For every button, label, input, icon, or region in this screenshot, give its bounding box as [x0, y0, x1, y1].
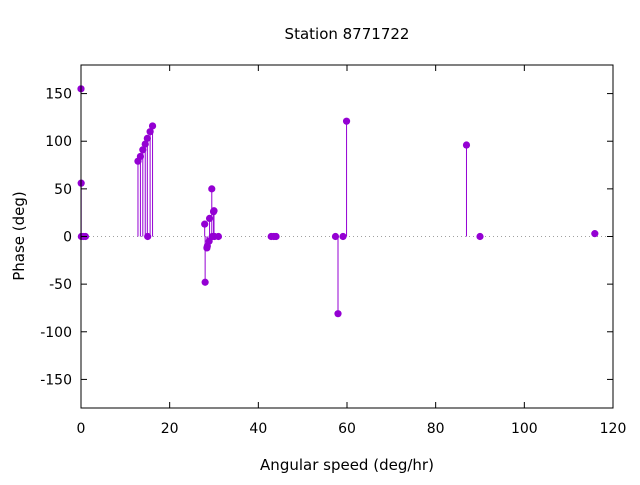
y-tick-label: 0	[63, 230, 72, 246]
data-point	[136, 152, 145, 161]
x-tick-label: 20	[161, 421, 179, 437]
y-tick-label: -50	[49, 277, 72, 293]
y-tick-label: -150	[40, 372, 72, 388]
axes: 0 20 40 60 80 100 120 -150 -100 -50 0 50 100 150	[40, 65, 626, 437]
data-point	[272, 232, 280, 241]
data-point	[331, 232, 340, 241]
data-point	[201, 278, 209, 286]
data-point	[334, 310, 342, 318]
y-tick-label: 100	[45, 134, 72, 150]
x-axis-title: Angular speed (deg/hr)	[260, 456, 434, 474]
data-point	[210, 207, 218, 215]
x-tick-label: 100	[511, 421, 538, 437]
data-point	[476, 232, 484, 241]
y-tick-label: 50	[54, 182, 72, 198]
data-point	[339, 232, 347, 241]
data-point	[591, 230, 599, 238]
data-point	[144, 232, 152, 241]
y-tick-label: -100	[40, 325, 72, 341]
data-point	[146, 128, 154, 136]
data-point	[208, 185, 216, 193]
y-tick-label: 150	[45, 87, 72, 103]
data-point	[139, 146, 147, 154]
data-point	[143, 134, 151, 142]
data-point	[148, 122, 157, 130]
plot-area	[77, 85, 613, 318]
data-point	[201, 220, 209, 228]
x-tick-label: 0	[77, 421, 86, 437]
data-point	[342, 117, 351, 125]
x-tick-label: 40	[249, 421, 267, 437]
x-tick-label: 120	[600, 421, 627, 437]
x-tick-label: 80	[427, 421, 445, 437]
y-axis-title: Phase (deg)	[10, 191, 28, 281]
data-point	[462, 141, 471, 149]
x-tick-label: 60	[338, 421, 356, 437]
data-point	[214, 232, 223, 241]
chart-title: Station 8771722	[285, 25, 410, 43]
